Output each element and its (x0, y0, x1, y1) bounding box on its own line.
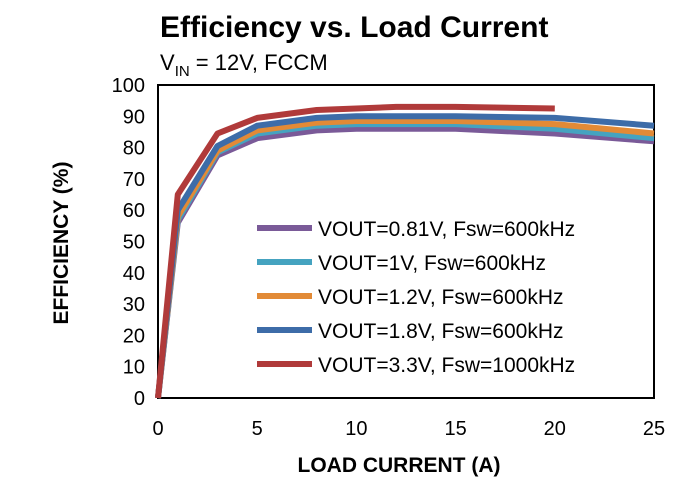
subtitle-suffix: = 12V, FCCM (190, 50, 328, 75)
legend-label-4: VOUT=1.8V, Fsw=600kHz (318, 320, 564, 343)
y-tick-label: 30 (123, 294, 145, 316)
series-line-4 (155, 113, 655, 399)
subtitle-prefix: V (160, 50, 175, 75)
y-tick-label: 70 (123, 169, 145, 191)
legend-label-1: VOUT=0.81V, Fsw=600kHz (318, 218, 575, 241)
series-layer (155, 103, 655, 399)
x-tick-label: 5 (252, 418, 263, 440)
legend-label-3: VOUT=1.2V, Fsw=600kHz (318, 286, 564, 309)
x-tick-label: 15 (444, 418, 466, 440)
x-tick-label: 25 (643, 418, 665, 440)
x-tick-label: 0 (152, 418, 163, 440)
y-tick-label: 20 (123, 325, 145, 347)
chart-subtitle: VIN = 12V, FCCM (160, 50, 328, 80)
y-tick-label: 90 (123, 106, 145, 128)
y-tick-label: 80 (123, 138, 145, 160)
series-line-5 (155, 103, 555, 399)
x-axis-label: LOAD CURRENT (A) (298, 454, 501, 477)
legend: VOUT=0.81V, Fsw=600kHz VOUT=1V, Fsw=600kH… (236, 210, 652, 380)
y-tick-label: 100 (112, 75, 145, 97)
plot-border (157, 84, 655, 399)
subtitle-subscript: IN (175, 63, 190, 80)
legend-label-2: VOUT=1V, Fsw=600kHz (318, 252, 546, 275)
y-tick-label: 10 (123, 357, 145, 379)
legend-label-5: VOUT=3.3V, Fsw=1000kHz (318, 354, 575, 377)
y-tick-label: 50 (123, 232, 145, 254)
plot-frame (157, 84, 655, 399)
y-axis-label: EFFICIENCY (%) (50, 162, 73, 325)
y-tick-label: 40 (123, 263, 145, 285)
chart-title: Efficiency vs. Load Current (160, 11, 548, 44)
y-tick-labels: 0 10 20 30 40 50 60 70 80 90 100 (112, 75, 145, 410)
x-tick-labels: 0 5 10 15 20 25 (152, 418, 665, 440)
x-tick-label: 10 (345, 418, 367, 440)
y-tick-label: 60 (123, 200, 145, 222)
y-tick-label: 0 (134, 388, 145, 410)
x-tick-label: 20 (544, 418, 566, 440)
